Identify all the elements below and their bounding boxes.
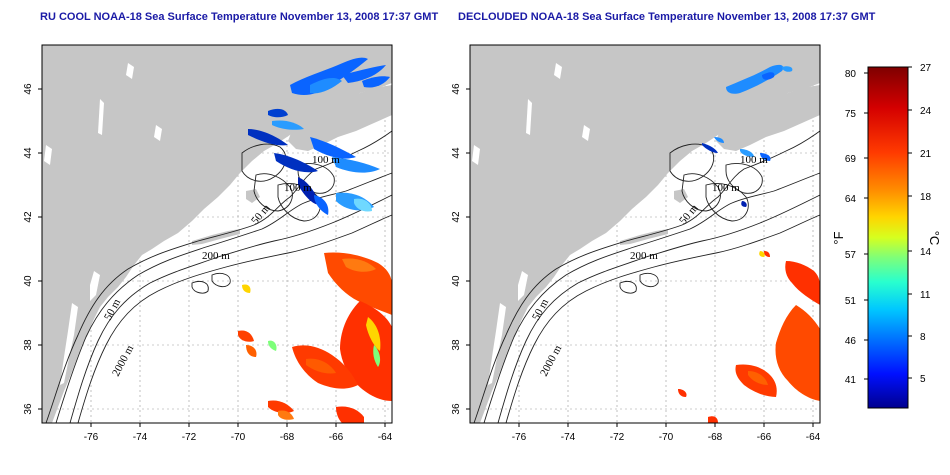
left-map-panel: 100 m 100 m 50 m 200 m 50 m 2000 m [41, 44, 393, 424]
right-x-tick: -72 [610, 432, 625, 443]
right-x-tick: -66 [757, 432, 772, 443]
right-contour-label-100m-a: 100 m [740, 154, 768, 166]
colorbar-fahrenheit-tick: 51 [845, 296, 857, 307]
colorbar-celsius-tick: 18 [920, 192, 932, 203]
colorbar-fahrenheit-tick: 57 [845, 250, 857, 261]
colorbar-fahrenheit-unit: °F [831, 231, 846, 244]
colorbar-celsius-tick: 27 [920, 63, 932, 74]
right-x-tick: -70 [659, 432, 674, 443]
left-x-tick: -68 [280, 432, 295, 443]
left-x-tick: -72 [182, 432, 197, 443]
right-x-tick: -76 [512, 432, 527, 443]
colorbar-fahrenheit-tick: 46 [845, 336, 857, 347]
colorbar-fahrenheit-tick: 64 [845, 194, 857, 205]
left-x-tick: -70 [231, 432, 246, 443]
right-x-tick: -74 [561, 432, 576, 443]
left-y-tick: 40 [23, 275, 34, 287]
left-sst-warm-patches [238, 252, 392, 423]
left-y-tick: 42 [23, 211, 34, 223]
colorbar-fahrenheit-tick: 69 [845, 154, 857, 165]
right-sst-cold-patches [702, 64, 793, 207]
colorbar-gradient [867, 66, 909, 409]
right-y-tick: 42 [451, 211, 462, 223]
right-contour-label-200m: 200 m [630, 250, 658, 262]
right-y-tick: 46 [451, 83, 462, 95]
right-map-panel: 100 m 100 m 50 m 200 m 50 m 2000 m [469, 44, 821, 424]
left-sst-cold-patches [248, 57, 390, 215]
colorbar-celsius-tick: 14 [920, 247, 932, 258]
left-y-tick: 38 [23, 339, 34, 351]
right-y-tick: 40 [451, 275, 462, 287]
left-y-tick: 46 [23, 83, 34, 95]
colorbar-celsius-tick: 5 [920, 374, 926, 385]
left-map-frame [41, 44, 393, 424]
left-y-tick: 36 [23, 403, 34, 415]
right-x-tick: -68 [708, 432, 723, 443]
colorbar-celsius-tick: 11 [920, 290, 931, 301]
right-sst-warm-patches [678, 251, 820, 423]
left-x-tick: -64 [378, 432, 393, 443]
colorbar-fahrenheit-tick: 41 [845, 375, 857, 386]
right-map-frame [469, 44, 821, 424]
left-x-tick: -76 [84, 432, 99, 443]
right-y-tick: 44 [451, 147, 462, 159]
left-contour-label-100m-a: 100 m [312, 154, 340, 166]
right-axes: -76 -74 -72 -70 -68 -66 -64 36 38 40 42 … [451, 83, 821, 443]
right-x-tick: -64 [806, 432, 821, 443]
right-y-tick: 36 [451, 403, 462, 415]
right-y-tick: 38 [451, 339, 462, 351]
right-contour-label-100m-b: 100 m [712, 182, 740, 194]
colorbar-fahrenheit-tick: 75 [845, 109, 857, 120]
colorbar-celsius-tick: 8 [920, 332, 926, 343]
left-contour-label-200m: 200 m [202, 250, 230, 262]
right-panel-title: DECLOUDED NOAA-18 Sea Surface Temperatur… [458, 11, 876, 23]
colorbar: 80 75 69 64 57 51 46 41 27 24 21 18 14 1… [831, 63, 942, 409]
left-x-tick: -66 [329, 432, 344, 443]
left-x-tick: -74 [133, 432, 148, 443]
left-y-tick: 44 [23, 147, 34, 159]
left-contour-label-100m-b: 100 m [284, 182, 312, 194]
colorbar-celsius-tick: 24 [920, 106, 932, 117]
colorbar-celsius-unit: °C [927, 231, 942, 246]
left-panel-title: RU COOL NOAA-18 Sea Surface Temperature … [40, 11, 439, 23]
colorbar-fahrenheit-tick: 80 [845, 69, 857, 80]
left-axes: -76 -74 -72 -70 -68 -66 -64 36 38 40 42 … [23, 83, 393, 443]
colorbar-celsius-tick: 21 [920, 149, 932, 160]
